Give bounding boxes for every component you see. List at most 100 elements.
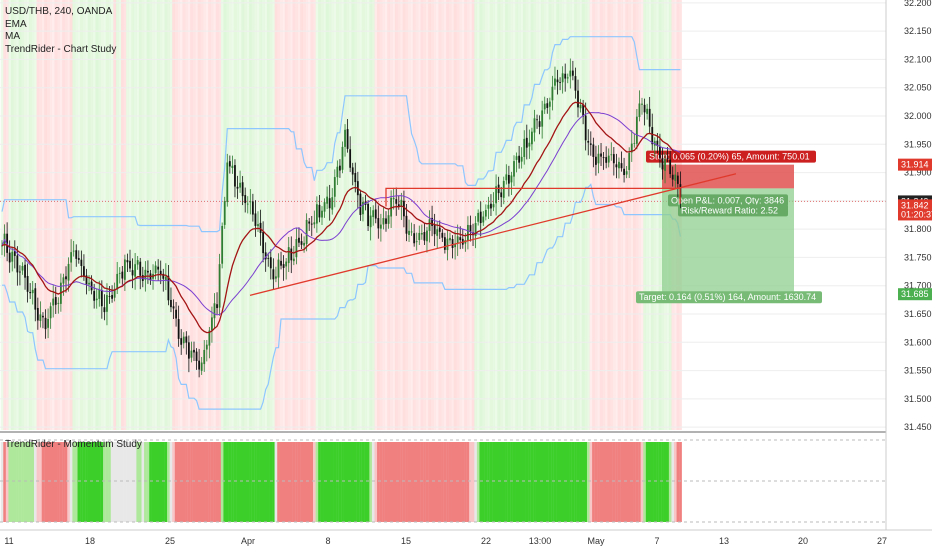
trend-band <box>553 0 557 430</box>
candle-body <box>472 232 474 236</box>
momentum-bar <box>348 442 352 522</box>
trend-band <box>269 0 273 430</box>
candle-body <box>167 275 170 301</box>
trend-band <box>39 0 42 430</box>
candle-body <box>674 174 677 181</box>
trend-band <box>354 0 357 430</box>
momentum-bar <box>599 442 603 522</box>
momentum-bar <box>535 442 539 522</box>
candle-body <box>162 273 165 279</box>
candle-body <box>298 237 300 243</box>
candle-body <box>641 103 643 105</box>
time-tick: 13:00 <box>529 536 552 546</box>
momentum-bar <box>21 442 24 522</box>
momentum-bar <box>479 442 483 522</box>
candle-body <box>249 201 252 203</box>
candle-body <box>666 157 669 159</box>
candle-body <box>180 338 183 345</box>
trend-band <box>610 0 613 430</box>
momentum-bar <box>274 442 278 522</box>
price-tick: 31.600 <box>904 337 932 347</box>
trend-band <box>197 0 201 430</box>
momentum-bar <box>528 442 531 522</box>
candle-body <box>123 259 126 280</box>
momentum-bar <box>80 442 83 522</box>
candle-body <box>295 239 298 258</box>
candle-body <box>244 195 247 204</box>
momentum-bar <box>602 442 606 522</box>
candle-body <box>54 297 57 305</box>
momentum-bar <box>213 442 216 522</box>
momentum-bar <box>82 442 86 522</box>
trend-band <box>364 0 367 430</box>
trend-band <box>615 0 618 430</box>
candle-body <box>116 273 119 290</box>
momentum-bar <box>261 442 265 522</box>
trend-band <box>131 0 135 430</box>
candle-body <box>98 289 101 299</box>
trend-band <box>241 0 245 430</box>
trend-band <box>515 0 519 430</box>
trend-band <box>420 0 424 430</box>
candle-body <box>213 303 216 319</box>
candle-body <box>454 243 457 248</box>
momentum-bar <box>635 442 639 522</box>
momentum-bar <box>8 442 12 522</box>
momentum-bar <box>400 442 403 522</box>
momentum-bar <box>105 442 109 522</box>
trend-band <box>507 0 511 430</box>
candle-body <box>308 221 311 224</box>
candle-body <box>241 182 244 197</box>
momentum-bar <box>369 442 373 522</box>
momentum-bar <box>85 442 88 522</box>
momentum-bar <box>3 442 7 522</box>
trend-band <box>74 0 78 430</box>
trend-band <box>343 0 347 430</box>
momentum-bar <box>13 442 17 522</box>
candle-body <box>625 171 628 175</box>
momentum-bar <box>607 442 611 522</box>
trend-band <box>49 0 53 430</box>
trend-band <box>238 0 242 430</box>
momentum-bar <box>546 442 549 522</box>
trend-band <box>351 0 355 430</box>
trend-band <box>126 0 129 430</box>
momentum-bar <box>77 442 81 522</box>
trend-band <box>26 0 30 430</box>
axis-bg <box>886 0 932 530</box>
candle-body <box>331 197 334 210</box>
candle-body <box>95 298 98 301</box>
candle-body <box>157 266 160 270</box>
candle-body <box>449 237 451 241</box>
candle-body <box>395 199 398 204</box>
momentum-bar <box>185 442 188 522</box>
candle-body <box>103 307 106 313</box>
momentum-bar <box>507 442 511 522</box>
price-tick: 32.050 <box>904 83 932 93</box>
trend-band <box>105 0 109 430</box>
momentum-bar <box>39 442 42 522</box>
momentum-bar <box>115 442 119 522</box>
candle-body <box>559 82 561 83</box>
momentum-bar <box>151 442 155 522</box>
trend-band <box>492 0 495 430</box>
momentum-bar <box>543 442 547 522</box>
trend-band <box>246 0 250 430</box>
trend-band <box>64 0 68 430</box>
trend-band <box>185 0 188 430</box>
candle-body <box>403 200 405 217</box>
momentum-bar <box>292 442 296 522</box>
stop-zone <box>662 164 794 189</box>
trend-band <box>407 0 411 430</box>
momentum-bar <box>87 442 91 522</box>
momentum-bar <box>484 442 488 522</box>
momentum-bar <box>443 442 447 522</box>
price-tag-bg <box>898 199 932 212</box>
candle-body <box>426 230 428 242</box>
trend-band <box>249 0 252 430</box>
trend-band <box>95 0 99 430</box>
trend-band <box>156 0 160 430</box>
momentum-bar <box>95 442 99 522</box>
momentum-bar <box>192 442 196 522</box>
